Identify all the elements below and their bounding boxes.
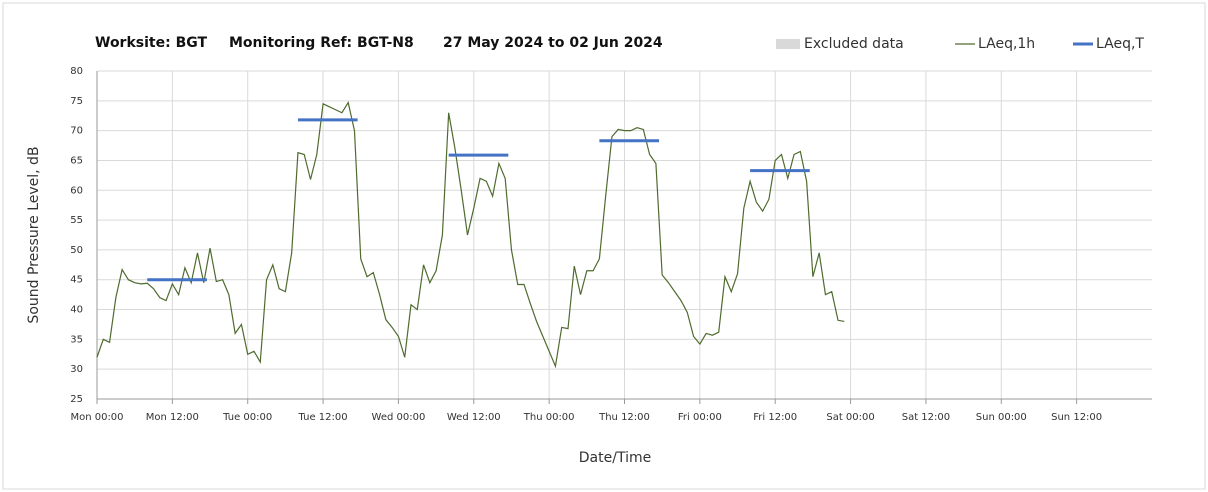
chart-title: 27 May 2024 to 02 Jun 2024 — [443, 35, 663, 51]
x-tick-label: Thu 12:00 — [598, 412, 650, 423]
y-tick-label: 60 — [70, 185, 83, 196]
x-tick-label: Fri 12:00 — [753, 412, 797, 423]
chart-title: Monitoring Ref: BGT-N8 — [229, 35, 414, 51]
legend-label: LAeq,T — [1096, 36, 1144, 52]
data-line — [96, 101, 845, 369]
legend-label: LAeq,1h — [978, 36, 1035, 52]
y-tick-label: 50 — [70, 245, 83, 256]
x-tick-label: Sun 00:00 — [976, 412, 1027, 423]
y-tick-label: 45 — [70, 275, 83, 286]
x-tick-label: Mon 12:00 — [146, 412, 199, 423]
x-axis-label: Date/Time — [579, 450, 651, 466]
x-tick-label: Sun 12:00 — [1051, 412, 1102, 423]
y-tick-label: 65 — [70, 155, 83, 166]
x-tick-label: Sat 00:00 — [826, 412, 874, 423]
y-tick-label: 30 — [70, 364, 83, 375]
y-axis-label: Sound Pressure Level, dB — [26, 146, 42, 323]
x-tick-label: Thu 00:00 — [523, 412, 575, 423]
x-tick-label: Tue 12:00 — [298, 412, 348, 423]
x-tick-label: Mon 00:00 — [70, 412, 123, 423]
y-tick-label: 25 — [70, 394, 83, 405]
y-tick-label: 40 — [70, 305, 83, 316]
y-tick-label: 55 — [70, 215, 83, 226]
x-tick-label: Tue 00:00 — [222, 412, 272, 423]
x-tick-label: Wed 12:00 — [447, 412, 501, 423]
y-tick-label: 75 — [70, 96, 83, 107]
chart-title: Worksite: BGT — [95, 35, 207, 51]
y-tick-label: 80 — [70, 66, 83, 77]
x-tick-label: Sat 12:00 — [902, 412, 950, 423]
y-tick-label: 70 — [70, 126, 83, 137]
x-tick-label: Wed 00:00 — [372, 412, 426, 423]
x-tick-label: Fri 00:00 — [678, 412, 722, 423]
y-tick-label: 35 — [70, 334, 83, 345]
legend-label: Excluded data — [804, 36, 904, 52]
legend-swatch — [776, 39, 800, 49]
